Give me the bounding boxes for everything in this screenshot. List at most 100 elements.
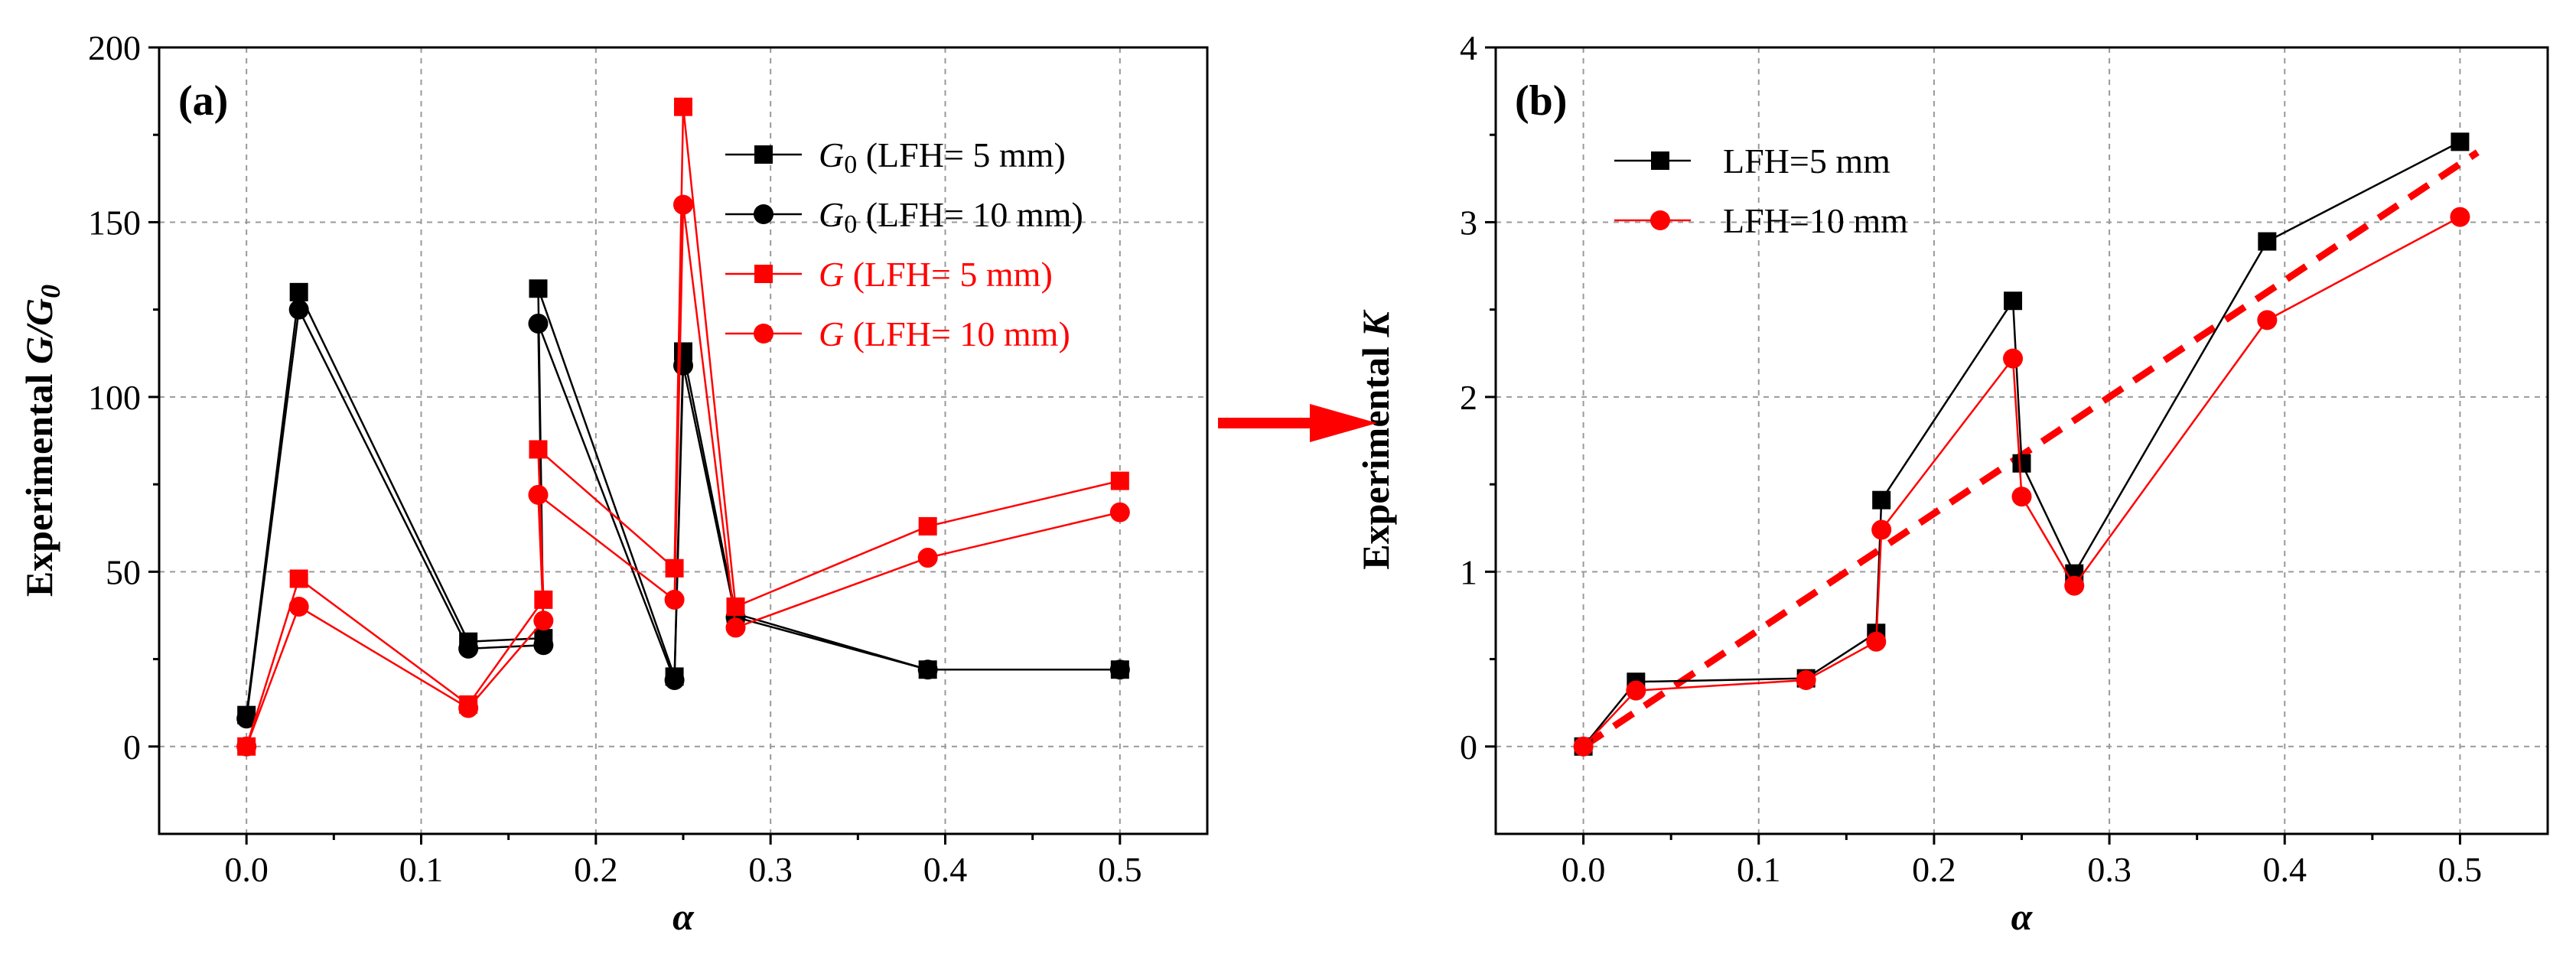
y-tick-label: 2	[1460, 378, 1477, 417]
series-line	[245, 204, 1121, 747]
series-1	[236, 299, 1130, 729]
data-point	[2064, 575, 2085, 596]
legend-entry: LFH=10 mm	[1723, 201, 1908, 240]
data-point	[726, 597, 745, 617]
legend-marker	[1651, 151, 1669, 170]
y-tick-label: 3	[1460, 203, 1477, 242]
x-tick-label: 0.0	[224, 850, 269, 889]
data-point	[1110, 471, 1129, 490]
data-point	[917, 548, 938, 568]
data-point	[458, 698, 479, 718]
data-point	[533, 610, 554, 631]
data-point	[528, 313, 549, 334]
legend-marker	[754, 324, 773, 343]
x-tick-label: 0.5	[2438, 850, 2483, 889]
data-point	[533, 635, 554, 656]
data-point	[236, 736, 257, 757]
chart-panel-a: 0.0 0.1 0.2 0.3 0.4 0.5 0 50 100 150 200 α Experimen…	[18, 28, 1209, 938]
legend-entry: G (LFH= 10 mm)	[819, 314, 1070, 353]
panel-label: (a)	[178, 77, 228, 125]
data-point	[288, 597, 309, 617]
data-point	[528, 484, 549, 505]
legend-entry: G0 (LFH= 5 mm)	[819, 135, 1066, 179]
x-tick-label: 0.1	[399, 850, 444, 889]
data-point	[289, 282, 308, 301]
y-tick-label: 1	[1460, 552, 1477, 591]
y-tick-label: 4	[1460, 28, 1477, 67]
data-point	[2012, 454, 2031, 473]
transition-arrow	[1218, 404, 1377, 442]
series-line	[245, 106, 1121, 747]
x-tick-label: 0.0	[1562, 850, 1606, 889]
legend-marker	[754, 204, 773, 224]
y-tick-label: 100	[88, 378, 141, 417]
data-point	[2003, 348, 2024, 369]
series-1	[1573, 207, 2470, 757]
data-point	[236, 708, 257, 729]
data-point	[1109, 659, 1130, 680]
data-point	[1109, 502, 1130, 523]
legend-entry: LFH=5 mm	[1723, 142, 1890, 181]
data-point	[2004, 291, 2023, 311]
series-line	[245, 288, 1120, 715]
x-tick-label: 0.2	[1912, 850, 1956, 889]
data-point	[2450, 207, 2470, 227]
x-tick-label: 0.4	[2263, 850, 2307, 889]
x-tick-label: 0.3	[748, 850, 793, 889]
panel-label: (b)	[1515, 77, 1567, 125]
data-point	[529, 440, 548, 459]
data-point	[2451, 132, 2470, 151]
arrow-shaft	[1218, 418, 1317, 428]
data-point	[917, 659, 938, 680]
data-point	[664, 589, 685, 610]
data-point	[458, 638, 479, 659]
grid	[1496, 47, 2548, 834]
data-point	[2257, 310, 2278, 330]
x-tick-label: 0.1	[1737, 850, 1781, 889]
series-3	[236, 194, 1130, 757]
y-tick-label: 0	[123, 728, 141, 767]
x-tick-label: 0.5	[1098, 850, 1142, 889]
x-axis-label: α	[672, 895, 695, 938]
data-point	[1866, 631, 1887, 652]
data-point	[1626, 680, 1646, 701]
y-axis-label: Experimental K	[1354, 309, 1397, 570]
data-point	[288, 299, 309, 320]
data-point	[2011, 487, 2032, 507]
data-point	[1872, 490, 1891, 510]
data-point	[673, 355, 693, 376]
x-tick-label: 0.3	[2087, 850, 2131, 889]
y-axis-label: Experimental G/G0	[18, 285, 66, 597]
series-line	[1582, 141, 2460, 747]
arrow-head	[1310, 404, 1377, 442]
data-point	[1796, 669, 1816, 690]
trend-line	[1581, 149, 2480, 750]
data-point	[1871, 519, 1892, 540]
y-tick-label: 150	[88, 203, 141, 242]
chart-panel-b: 0.0 0.1 0.2 0.3 0.4 0.5 0 1 2 3 4 α Experimental K (b…	[1354, 28, 2549, 938]
data-point	[664, 669, 685, 690]
data-point	[725, 617, 746, 638]
data-point	[529, 279, 548, 298]
series-line	[1582, 216, 2461, 747]
x-axis-label: α	[2011, 895, 2034, 938]
data-point	[918, 516, 937, 536]
series-line	[245, 306, 1120, 719]
data-point	[1573, 736, 1594, 757]
y-tick-label: 0	[1460, 728, 1477, 767]
legend: LFH=5 mm LFH=10 mm	[1614, 142, 1908, 240]
y-tick-label: 200	[88, 28, 141, 67]
legend-marker	[754, 145, 773, 164]
data-point	[2258, 232, 2277, 251]
legend-marker	[754, 265, 773, 283]
data-point	[673, 194, 693, 215]
x-tick-label: 0.2	[574, 850, 618, 889]
data-point	[674, 97, 692, 116]
data-point	[289, 569, 308, 588]
x-tick-label: 0.4	[923, 850, 968, 889]
legend-entry: G0 (LFH= 10 mm)	[819, 195, 1083, 239]
legend-entry: G (LFH= 5 mm)	[819, 255, 1053, 294]
y-tick-label: 50	[106, 552, 141, 591]
